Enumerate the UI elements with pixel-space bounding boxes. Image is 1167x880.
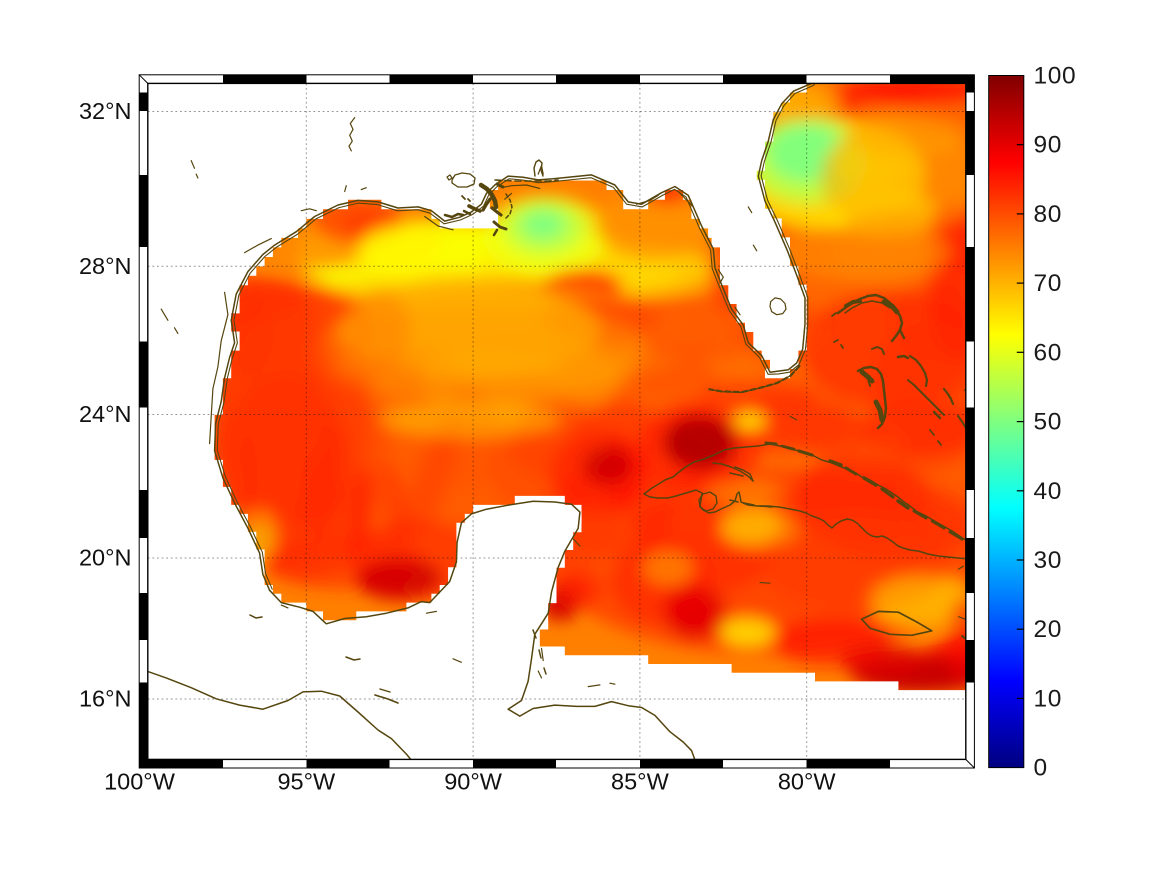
svg-text:50: 50 [1034,409,1062,436]
svg-text:90°W: 90°W [444,769,503,795]
svg-text:90: 90 [1034,132,1062,159]
svg-text:85°W: 85°W [611,769,670,795]
svg-text:60: 60 [1034,339,1062,366]
svg-text:0: 0 [1034,755,1048,782]
svg-text:100: 100 [1034,63,1077,90]
svg-text:80°W: 80°W [778,769,837,795]
svg-text:95°W: 95°W [277,769,336,795]
svg-text:16°N: 16°N [79,686,132,712]
svg-text:80: 80 [1034,201,1062,228]
svg-text:30: 30 [1034,547,1062,574]
svg-text:100°W: 100°W [104,769,176,795]
svg-text:20°N: 20°N [79,545,132,571]
svg-text:28°N: 28°N [79,253,132,279]
svg-text:20: 20 [1034,616,1062,643]
svg-text:32°N: 32°N [79,98,132,124]
svg-text:10: 10 [1034,685,1062,712]
svg-text:24°N: 24°N [79,401,132,427]
svg-text:70: 70 [1034,270,1062,297]
svg-text:40: 40 [1034,478,1062,505]
